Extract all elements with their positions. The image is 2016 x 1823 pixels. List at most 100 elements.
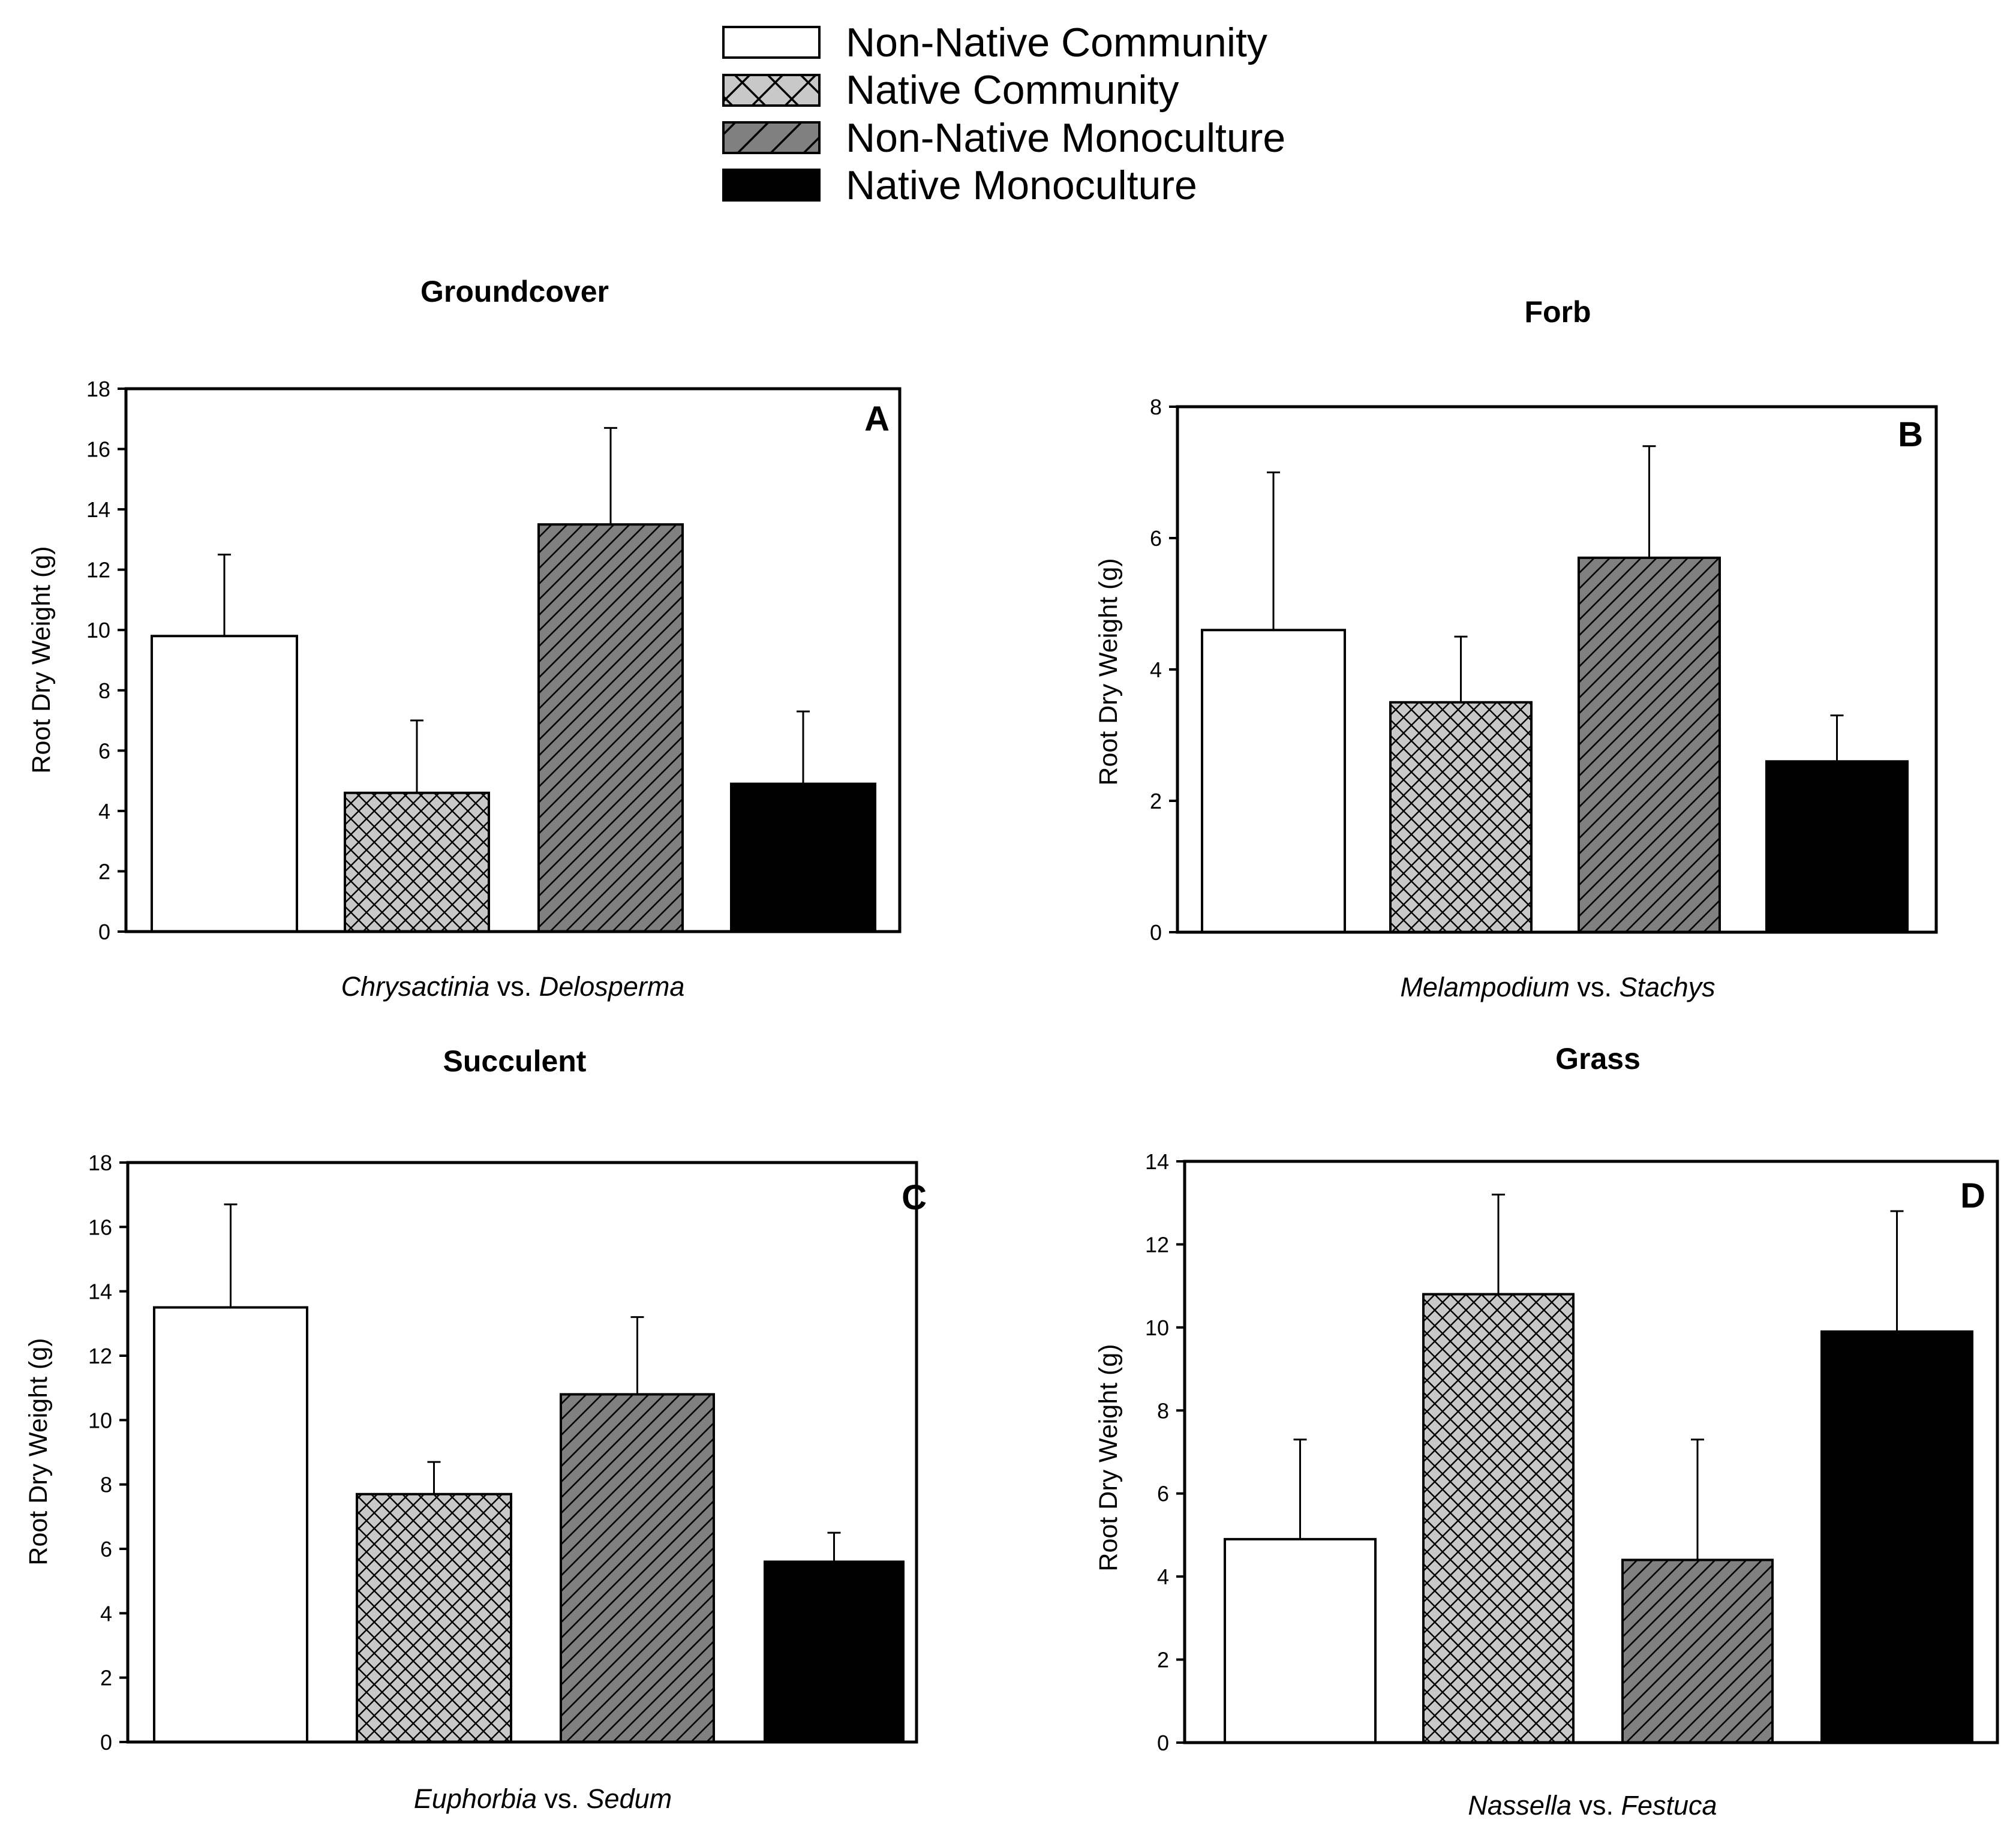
- y-axis-ticks: 0 2 4 6 8 10 12 14: [1145, 1149, 1185, 1755]
- y-tick-label: 2: [100, 1666, 112, 1690]
- x-label-genus-1: Melampodium: [1400, 972, 1570, 1002]
- bars: [1201, 445, 1909, 934]
- y-axis-ticks: 0 2 4 6 8: [1150, 395, 1177, 945]
- y-tick-label: 6: [98, 738, 110, 763]
- legend-label: Native Community: [846, 67, 1179, 113]
- bar-native-community: [356, 1492, 512, 1743]
- bar-non-native-monoculture: [560, 1393, 715, 1743]
- legend-entry: Native Community: [722, 67, 1179, 113]
- y-tick-label: 8: [1157, 1398, 1169, 1423]
- y-tick-label: 0: [1150, 920, 1162, 945]
- legend-entry: Non-Native Monoculture: [722, 115, 1285, 161]
- y-tick-label: 8: [98, 678, 110, 703]
- plot-frame: [126, 1161, 918, 1744]
- x-label-genus-1: Euphorbia: [414, 1783, 537, 1814]
- chart-title: Groundcover: [420, 275, 609, 308]
- y-tick-label: 4: [100, 1601, 112, 1626]
- x-label-genus-2: Stachys: [1620, 972, 1715, 1002]
- y-tick-label: 18: [88, 1151, 112, 1175]
- panel-forb: Forb 0 2 4 6 8 B Root Dry Weight (g) Melampo…: [1094, 295, 1938, 1002]
- y-tick-label: 16: [86, 437, 110, 462]
- bar-non-native-community: [1201, 629, 1346, 934]
- x-label-vs: vs.: [1570, 972, 1620, 1002]
- bars: [153, 1203, 905, 1743]
- y-tick-label: 18: [86, 377, 110, 401]
- y-tick-label: 12: [88, 1344, 112, 1368]
- y-tick-label: 2: [1150, 789, 1162, 813]
- legend-entry: Native Monoculture: [722, 163, 1197, 208]
- y-axis-ticks: 0 2 4 6 8 10 12 14 16 18: [88, 1151, 128, 1755]
- y-tick-label: 8: [100, 1473, 112, 1497]
- chart-title: Succulent: [443, 1044, 587, 1078]
- y-tick-label: 6: [1157, 1482, 1169, 1506]
- bar-native-community: [1389, 701, 1533, 933]
- x-label-genus-1: Nassella: [1468, 1790, 1572, 1821]
- legend-label: Native Monoculture: [846, 163, 1197, 208]
- x-label-genus-2: Festuca: [1621, 1790, 1717, 1821]
- bar-non-native-community: [151, 635, 298, 933]
- bar-non-native-community: [153, 1306, 308, 1743]
- x-label-genus-2: Delosperma: [539, 971, 685, 1002]
- x-label-vs: vs.: [537, 1783, 587, 1814]
- x-axis-label: Nassella vs. Festuca: [1468, 1790, 1717, 1821]
- y-axis-label: Root Dry Weight (g): [27, 546, 56, 773]
- y-tick-label: 10: [86, 618, 110, 642]
- bar-native-monoculture: [764, 1560, 905, 1743]
- y-tick-label: 14: [88, 1280, 112, 1304]
- x-axis-label: Euphorbia vs. Sedum: [414, 1783, 672, 1814]
- bar-non-native-monoculture: [537, 523, 684, 933]
- chart-title: Forb: [1524, 295, 1591, 329]
- x-label-genus-2: Sedum: [587, 1783, 672, 1814]
- y-tick-label: 2: [98, 859, 110, 884]
- bar-native-monoculture: [730, 782, 876, 933]
- y-tick-label: 10: [88, 1408, 112, 1432]
- panel-succulent: Succulent 0 2 4 6 8 10 12 14 16 18 C Root Dry Wei…: [24, 1044, 927, 1814]
- panel-letter: A: [864, 400, 890, 439]
- legend-swatch: [722, 26, 821, 59]
- chart-title: Grass: [1555, 1042, 1641, 1076]
- y-axis-label: Root Dry Weight (g): [1094, 1344, 1123, 1571]
- legend: Non-Native Community Native Community No…: [722, 20, 1285, 208]
- plot-frame: [1176, 405, 1938, 934]
- y-tick-label: 0: [100, 1730, 112, 1755]
- x-axis-label: Chrysactinia vs. Delosperma: [341, 971, 685, 1002]
- y-tick-label: 6: [1150, 526, 1162, 551]
- bar-non-native-monoculture: [1578, 556, 1721, 933]
- x-label-genus-1: Chrysactinia: [341, 971, 490, 1002]
- panel-letter: C: [902, 1178, 927, 1217]
- y-tick-label: 12: [1145, 1232, 1169, 1257]
- plot-frame: [1183, 1160, 1999, 1744]
- bars: [151, 427, 876, 933]
- x-label-vs: vs.: [489, 971, 539, 1002]
- panel-groundcover: Groundcover 0 2 4 6 8 10 12 14 16 18 A Root Dry W…: [27, 275, 902, 1002]
- panel-letter: B: [1898, 415, 1923, 454]
- x-label-vs: vs.: [1572, 1790, 1621, 1821]
- y-tick-label: 4: [1157, 1564, 1169, 1589]
- bar-native-community: [1422, 1293, 1575, 1744]
- bar-non-native-community: [1224, 1537, 1377, 1744]
- bar-non-native-monoculture: [1621, 1558, 1774, 1744]
- y-tick-label: 0: [1157, 1731, 1169, 1755]
- bar-native-monoculture: [1765, 760, 1909, 934]
- y-tick-label: 4: [98, 799, 110, 824]
- legend-swatch: [722, 121, 821, 154]
- legend-label: Non-Native Community: [846, 20, 1267, 65]
- bar-native-monoculture: [1820, 1330, 1973, 1744]
- y-tick-label: 10: [1145, 1316, 1169, 1340]
- y-axis-ticks: 0 2 4 6 8 10 12 14 16 18: [86, 377, 126, 944]
- y-tick-label: 0: [98, 920, 110, 944]
- x-axis-label: Melampodium vs. Stachys: [1400, 972, 1715, 1002]
- panel-letter: D: [1960, 1176, 1985, 1215]
- y-tick-label: 6: [100, 1537, 112, 1561]
- y-tick-label: 14: [1145, 1149, 1169, 1174]
- bars: [1224, 1193, 1973, 1744]
- y-tick-label: 12: [86, 558, 110, 582]
- y-tick-label: 8: [1150, 395, 1162, 419]
- y-tick-label: 16: [88, 1215, 112, 1239]
- legend-swatch: [722, 74, 821, 107]
- y-axis-label: Root Dry Weight (g): [24, 1338, 53, 1565]
- bar-native-community: [344, 791, 490, 933]
- legend-label: Non-Native Monoculture: [846, 115, 1285, 161]
